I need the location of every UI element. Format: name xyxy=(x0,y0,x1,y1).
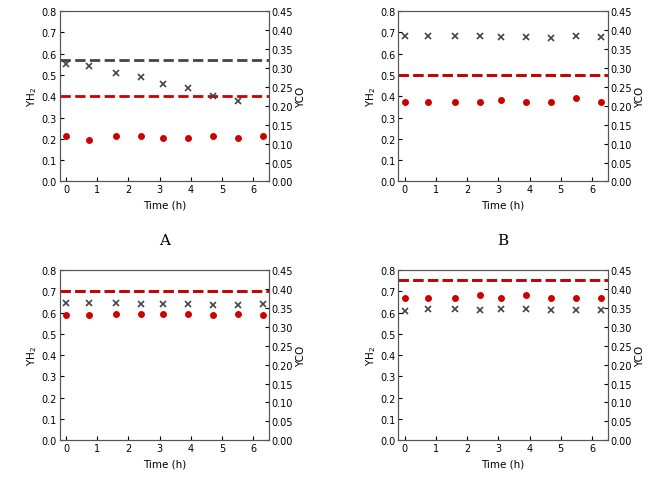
Y-axis label: YCO: YCO xyxy=(296,345,306,366)
Y-axis label: YCO: YCO xyxy=(296,87,306,108)
Y-axis label: YH$_2$: YH$_2$ xyxy=(364,346,378,365)
Y-axis label: YH$_2$: YH$_2$ xyxy=(25,87,39,107)
Y-axis label: YH$_2$: YH$_2$ xyxy=(25,346,39,365)
X-axis label: Time (h): Time (h) xyxy=(481,459,525,469)
Y-axis label: YCO: YCO xyxy=(635,345,645,366)
X-axis label: Time (h): Time (h) xyxy=(143,459,186,469)
Text: A: A xyxy=(159,233,170,247)
X-axis label: Time (h): Time (h) xyxy=(481,200,525,211)
Y-axis label: YCO: YCO xyxy=(635,87,645,108)
X-axis label: Time (h): Time (h) xyxy=(143,200,186,211)
Text: B: B xyxy=(497,233,509,247)
Y-axis label: YH$_2$: YH$_2$ xyxy=(364,87,378,107)
